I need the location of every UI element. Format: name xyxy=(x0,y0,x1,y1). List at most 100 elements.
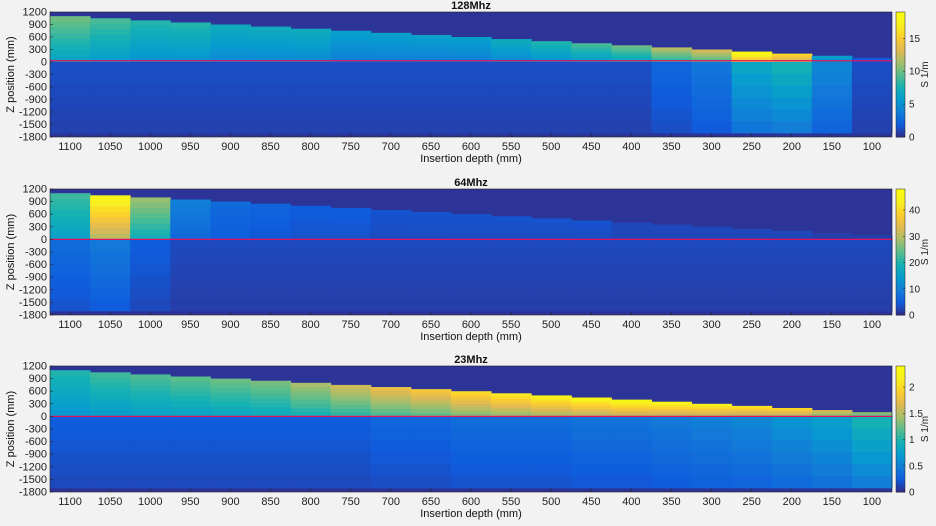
heatmap-cell xyxy=(771,60,813,63)
heatmap-cell xyxy=(851,109,893,122)
x-tick-label: 550 xyxy=(502,319,520,331)
heatmap-cell xyxy=(330,215,372,221)
heatmap-cell xyxy=(491,121,532,134)
y-tick-label: 900 xyxy=(29,19,47,31)
heatmap-cell xyxy=(250,403,292,408)
heatmap-cell xyxy=(250,48,292,54)
heatmap-cell xyxy=(210,201,251,207)
x-tick-label: 450 xyxy=(582,319,600,331)
heatmap-cell xyxy=(611,405,652,409)
heatmap-cell xyxy=(250,35,292,41)
heatmap-cell xyxy=(250,221,292,227)
heatmap-column xyxy=(691,226,733,312)
heatmap-cell xyxy=(290,222,332,228)
heatmap-cell xyxy=(611,121,652,134)
heatmap-cell xyxy=(130,20,171,27)
heatmap-cell xyxy=(370,40,412,45)
heatmap-cell xyxy=(410,402,452,407)
heatmap-cell xyxy=(531,413,572,417)
heatmap-cell xyxy=(651,97,693,110)
heatmap-cell xyxy=(290,97,332,110)
heatmap-cell xyxy=(731,251,773,264)
x-tick-label: 550 xyxy=(502,141,520,153)
heatmap-cell xyxy=(851,239,893,252)
heatmap-cell xyxy=(50,410,91,417)
heatmap-cell xyxy=(611,47,652,50)
heatmap-cell xyxy=(571,411,612,415)
heatmap-cell xyxy=(571,440,612,453)
colorbar-segment xyxy=(896,488,905,493)
heatmap-cell xyxy=(491,396,532,400)
heatmap-cell xyxy=(290,440,332,453)
heatmap-cell xyxy=(571,97,612,110)
heatmap-cell xyxy=(170,97,211,110)
colorbar-segment xyxy=(896,74,905,79)
heatmap-cell xyxy=(50,198,91,206)
x-tick-label: 750 xyxy=(342,319,360,331)
x-tick-label: 500 xyxy=(542,141,560,153)
heatmap-cell xyxy=(611,440,652,453)
heatmap-cell xyxy=(531,411,572,415)
heatmap-cell xyxy=(210,406,251,413)
colorbar-segment xyxy=(896,245,905,250)
heatmap-cell xyxy=(410,235,452,240)
x-tick-label: 900 xyxy=(221,141,239,153)
heatmap-cell xyxy=(370,109,412,122)
colorbar-segment xyxy=(896,211,905,215)
colorbar-segment xyxy=(896,289,905,294)
colorbar-tick-label: 2 xyxy=(909,383,915,394)
heatmap-cell xyxy=(370,416,412,429)
heatmap-cell xyxy=(531,228,572,233)
heatmap-cell xyxy=(90,298,131,312)
colorbar-segment xyxy=(896,33,905,38)
heatmap-cell xyxy=(330,440,372,453)
heatmap-cell xyxy=(250,440,292,453)
heatmap-cell xyxy=(50,387,91,394)
colorbar-segment xyxy=(896,223,905,228)
heatmap-column xyxy=(851,235,893,312)
heatmap-cell xyxy=(450,397,492,402)
x-tick-label: 900 xyxy=(221,319,239,331)
heatmap-column xyxy=(811,233,853,312)
heatmap-cell xyxy=(651,233,693,237)
heatmap-cell xyxy=(851,58,893,60)
heatmap-cell xyxy=(611,401,652,405)
heatmap-cell xyxy=(691,229,733,233)
x-axis-label: Insertion depth (mm) xyxy=(420,153,521,165)
heatmap-cell xyxy=(491,452,532,465)
heatmap-cell xyxy=(531,41,572,45)
heatmap-cell xyxy=(210,383,251,389)
heatmap-cell xyxy=(611,275,652,288)
heatmap-column xyxy=(290,28,332,134)
heatmap-column xyxy=(330,30,372,134)
heatmap-cell xyxy=(370,452,412,465)
heatmap-cell xyxy=(170,452,211,465)
heatmap-cell xyxy=(370,464,412,477)
heatmap-cell xyxy=(130,405,171,412)
heatmap-cell xyxy=(250,234,292,240)
heatmap-cell xyxy=(50,428,91,441)
heatmap-cell xyxy=(811,440,853,453)
heatmap-cell xyxy=(851,57,893,59)
heatmap-cell xyxy=(370,228,412,233)
heatmap-cell xyxy=(571,225,612,229)
heatmap-cell xyxy=(50,56,91,63)
heatmap-cell xyxy=(651,47,693,50)
heatmap-cell xyxy=(170,224,211,230)
heatmap-cell xyxy=(651,228,693,231)
heatmap-cell xyxy=(771,56,813,59)
heatmap-cell xyxy=(491,401,532,406)
heatmap-cell xyxy=(210,388,251,394)
heatmap-cell xyxy=(611,408,652,411)
heatmap-cell xyxy=(491,399,532,403)
heatmap-cell xyxy=(210,24,251,30)
heatmap-cell xyxy=(651,52,693,56)
colorbar-segment xyxy=(896,457,905,461)
colorbar-tick-label: 0 xyxy=(909,488,915,499)
heatmap-cell xyxy=(731,416,773,429)
heatmap-cell xyxy=(290,403,332,409)
heatmap-cell xyxy=(210,52,251,58)
heatmap-cell xyxy=(851,416,893,429)
heatmap-cell xyxy=(851,412,893,414)
heatmap-cell xyxy=(290,85,332,98)
